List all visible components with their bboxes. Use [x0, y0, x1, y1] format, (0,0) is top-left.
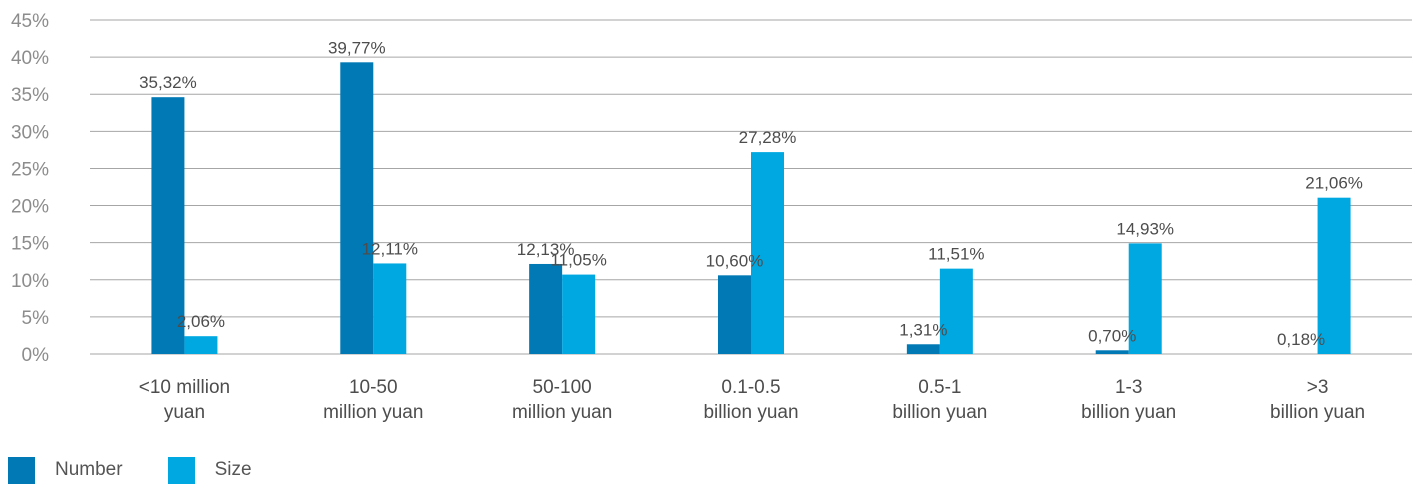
data-label-size: 21,06%: [1305, 174, 1363, 193]
data-label-number: 1,31%: [899, 320, 947, 339]
data-label-number: 0,70%: [1088, 326, 1136, 345]
bar-size: [562, 274, 596, 354]
x-category-label: 10-50: [349, 377, 398, 398]
x-category-label: billion yuan: [892, 402, 987, 423]
y-tick-label: 30%: [11, 122, 49, 143]
x-category-label: 1-3: [1115, 377, 1142, 398]
bar-size: [1128, 243, 1162, 354]
y-tick-label: 35%: [11, 85, 49, 106]
y-tick-label: 20%: [11, 197, 49, 218]
x-category-label: 0.5-1: [918, 377, 961, 398]
bar-size: [751, 152, 784, 354]
bar-size: [373, 263, 407, 354]
bar-number: [151, 97, 185, 355]
x-category-label: million yuan: [323, 402, 423, 423]
legend-swatch-number: [8, 456, 35, 484]
y-tick-label: 40%: [11, 48, 49, 69]
legend-item-number: Number: [8, 456, 123, 484]
x-category-label: billion yuan: [703, 402, 798, 423]
y-tick-label: 45%: [11, 11, 49, 32]
bar-size: [184, 336, 218, 354]
bar-size: [1317, 197, 1351, 354]
bar-number: [718, 275, 751, 354]
data-label-size: 11,05%: [550, 251, 606, 270]
data-label-number: 12,13%: [517, 240, 575, 259]
data-label-number: 39,77%: [328, 38, 386, 57]
x-axis-category-labels: <10 million yuan 10-50 million yuan 50-100 mi…: [139, 377, 1365, 423]
legend: Number Size: [8, 456, 297, 484]
legend-swatch-size: [167, 456, 195, 484]
bar-number: [1095, 350, 1129, 354]
data-label-size: 14,93%: [1116, 219, 1174, 238]
y-tick-label: 25%: [11, 159, 49, 180]
x-category-label: million yuan: [512, 402, 612, 423]
x-category-label: >3: [1307, 377, 1329, 398]
x-category-label: billion yuan: [1081, 402, 1176, 423]
bar-number: [906, 344, 940, 354]
x-category-label: <10 million: [139, 377, 230, 398]
data-label-size: 11,51%: [928, 245, 984, 264]
bar-number: [340, 62, 374, 354]
x-category-label: yuan: [164, 402, 205, 423]
data-label-size: 27,28%: [739, 128, 797, 147]
bar-size: [939, 268, 973, 354]
x-category-label: 50-100: [533, 377, 592, 398]
y-tick-label: 15%: [11, 234, 49, 255]
data-label-number: 10,60%: [706, 251, 764, 270]
data-label-number: 0,18%: [1277, 330, 1325, 349]
data-label-number: 35,32%: [139, 73, 197, 92]
legend-label-number: Number: [55, 459, 123, 480]
y-tick-label: 0%: [22, 345, 50, 366]
data-label-size: 12,11%: [362, 239, 418, 258]
y-tick-label: 10%: [11, 271, 49, 292]
legend-label-size: Size: [214, 459, 252, 480]
x-category-label: 0.1-0.5: [721, 377, 780, 398]
bar-chart: 0% 5% 10% 15% 20% 25% 30% 35% 40% 45% 35,32% 2,06%…: [11, 11, 1412, 423]
bars: [151, 62, 1351, 355]
legend-item-size: Size: [167, 456, 252, 484]
bar-number: [529, 263, 563, 354]
x-category-label: billion yuan: [1270, 402, 1365, 423]
y-axis-tick-labels: 0% 5% 10% 15% 20% 25% 30% 35% 40% 45%: [11, 11, 49, 366]
y-tick-label: 5%: [22, 308, 50, 329]
data-label-size: 2,06%: [177, 312, 225, 331]
data-labels: 35,32% 2,06% 39,77% 12,11% 12,13%11,05% 10,60…: [139, 38, 1363, 349]
